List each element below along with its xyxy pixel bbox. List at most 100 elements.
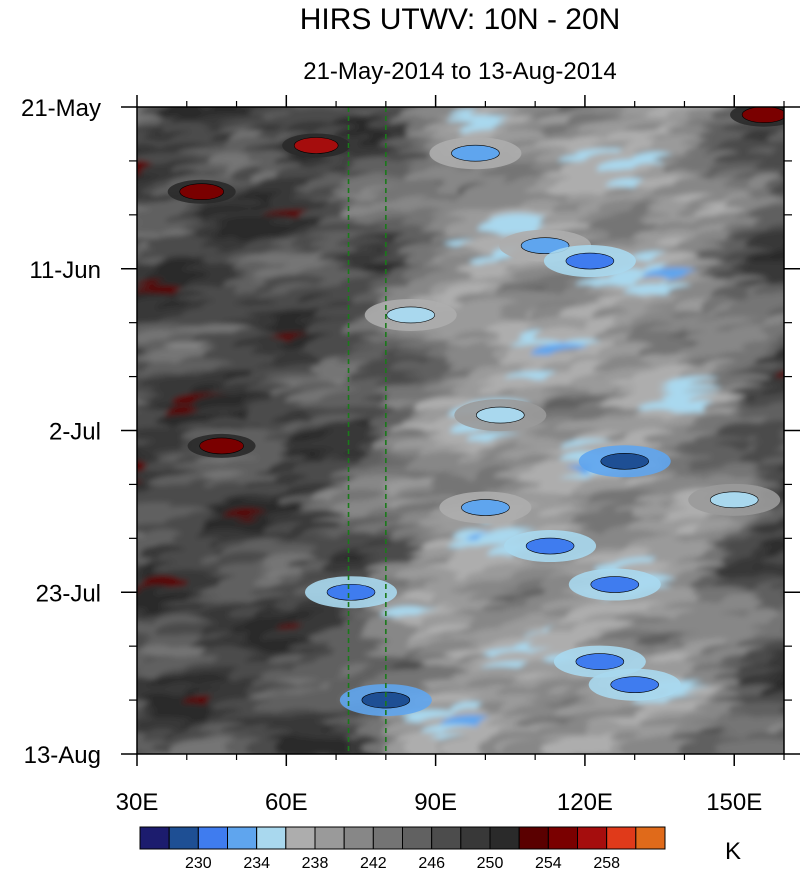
y-tick-label: 11-Jun [29,257,101,284]
x-tick-label: 150E [706,789,762,816]
field-cell [783,629,784,635]
colorbar-swatch [285,826,316,850]
field-cell [137,229,141,237]
colorbar-swatch [227,826,258,850]
colorbar-swatch [314,826,345,850]
field-cell [137,614,140,623]
field-cell [787,609,804,626]
field-cell [791,391,804,409]
field-cell [784,268,804,287]
field-feature [590,576,640,593]
field-feature [520,237,570,254]
colorbar-label: 234 [243,855,270,869]
field-cell [137,674,142,683]
colorbar-swatch [256,826,287,850]
field-cell [137,152,139,160]
colorbar-swatch [343,826,374,850]
field-cell [785,707,804,727]
field-cell [784,656,804,676]
colorbar-label: 242 [360,855,387,869]
field-cell [785,248,804,264]
chart-subtitle: 21-May-2014 to 13-Aug-2014 [303,58,617,85]
colorbar-swatch [606,826,637,850]
colorbar-swatch [431,826,462,850]
field-feature [600,453,650,470]
field-cell [787,562,804,581]
colorbar-label: 258 [593,855,620,869]
x-tick-label: 60E [265,789,308,816]
field-feature [565,252,615,270]
field-feature [326,583,376,601]
plot-area [93,102,804,754]
field-cell [94,498,136,520]
colorbar-swatch [460,826,491,850]
field-cell [770,740,784,754]
field-cell [793,737,804,749]
field-cell [93,641,132,657]
field-cell [781,452,784,460]
field-cell [785,102,804,120]
field-cell [797,258,804,274]
field-cell [792,197,804,219]
colorbar-label: 250 [477,855,504,869]
colorbar: 230 234 238 242 246 250 254 258 [139,826,666,869]
field-feature [179,183,224,201]
field-feature [610,676,659,693]
field-cell [789,162,804,177]
field-cell [796,135,804,149]
field-cell [137,719,146,729]
field-feature [476,406,525,424]
y-axis: 21-May 11-Jun 2-Jul 23-Jul 13-Aug [21,95,800,769]
field-cell [99,618,136,634]
field-cell [789,690,804,711]
field-cell [137,201,138,205]
field-cell [787,293,804,312]
field-cell [785,236,804,258]
y-tick-label: 23-Jul [36,580,101,607]
field-cell [782,652,784,657]
colorbar-swatch [197,826,229,850]
field-cell [137,379,143,394]
field-cell [783,561,784,565]
colorbar-label: 238 [302,855,329,869]
field-cell [786,356,804,370]
field-cell [137,335,144,348]
field-feature [741,107,784,123]
field-cell [789,455,804,475]
field-feature [709,491,759,509]
field-feature [293,137,339,154]
field-cell [789,186,804,205]
field-cell [792,641,804,659]
field-cell [782,721,784,729]
field-cell [788,221,804,240]
field-cell [787,149,804,162]
chart-title: HIRS UTWV: 10N - 20N [300,3,621,36]
colorbar-swatch [635,826,666,850]
colorbar-swatch [168,826,199,850]
field-cell [793,361,804,377]
field-cell [791,669,804,689]
colorbar-swatch [372,826,403,850]
colorbar-swatch [402,826,433,850]
field-feature [525,537,575,555]
field-cell [781,622,784,628]
field-cell [93,383,133,404]
field-cell [137,211,140,223]
field-cell [776,472,784,484]
field-cell [137,359,141,369]
colorbar-swatch [518,826,549,850]
field-cell [793,410,804,425]
field-feature [199,437,244,455]
field-cell [792,569,804,586]
x-tick-label: 120E [557,789,613,816]
field-cell [782,146,784,154]
field-cell [789,325,804,342]
field-cell [137,449,143,461]
field-cell [137,491,146,502]
field-cell [137,741,142,752]
colorbar-unit: K [725,838,741,865]
x-axis: 30E 60E 90E 120E 150E [116,95,785,816]
field-feature [451,144,500,162]
y-tick-label: 2-Jul [49,419,101,446]
